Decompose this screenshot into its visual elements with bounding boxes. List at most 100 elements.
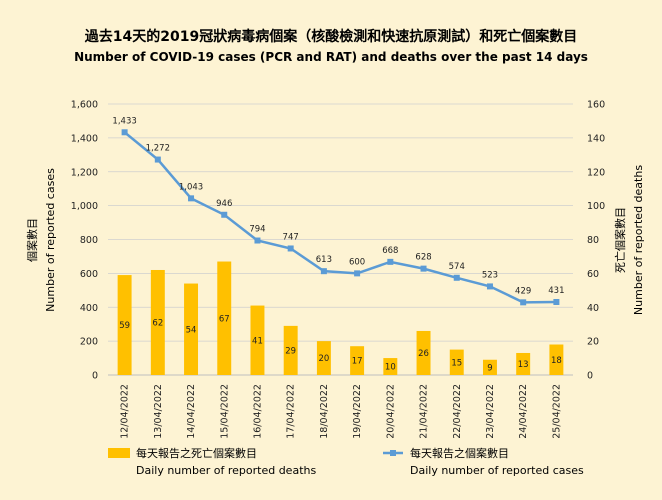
line-point <box>354 270 361 277</box>
y-right-title-chinese: 死亡個案數目 <box>613 207 627 273</box>
y-right-tick-label: 40 <box>587 303 599 314</box>
y-right-title-english: Number of reported deaths <box>632 165 645 315</box>
x-tick-label: 17/04/2022 <box>286 384 297 439</box>
y-right-tick-label: 140 <box>587 133 605 144</box>
bar-data-label: 20 <box>318 354 329 364</box>
line-data-label: 794 <box>249 225 265 235</box>
bar-data-label: 29 <box>285 346 296 356</box>
bar-data-label: 41 <box>252 336 263 346</box>
line-data-label: 668 <box>382 246 398 256</box>
line-point <box>154 156 161 163</box>
y-left-tick-label: 0 <box>92 371 98 382</box>
x-tick-label: 20/04/2022 <box>385 384 396 439</box>
bar-deaths <box>449 349 464 375</box>
y-left-tick-label: 400 <box>80 303 98 314</box>
bar-data-label: 18 <box>551 356 562 366</box>
y-right-tick-label: 20 <box>587 337 599 348</box>
y-left-tick-label: 1,200 <box>71 167 98 178</box>
bar-deaths <box>383 358 398 375</box>
bar-deaths <box>416 330 431 375</box>
line-point <box>453 274 460 281</box>
line-data-label: 600 <box>349 257 365 267</box>
x-tick-label: 18/04/2022 <box>319 384 330 439</box>
bar-deaths <box>549 344 564 375</box>
bar-deaths <box>250 305 265 375</box>
x-tick-label: 23/04/2022 <box>485 384 496 439</box>
legend-bar-swatch <box>108 448 130 458</box>
line-data-label: 747 <box>283 232 299 242</box>
chart-title-english: Number of COVID-19 cases (PCR and RAT) a… <box>74 50 588 64</box>
x-tick-label: 21/04/2022 <box>419 384 430 439</box>
bar-data-label: 62 <box>152 318 163 328</box>
y-right-tick-label: 120 <box>587 167 605 178</box>
line-data-label: 613 <box>316 255 332 265</box>
line-data-label: 1,272 <box>146 144 170 154</box>
bar-deaths <box>217 261 232 375</box>
x-tick-label: 12/04/2022 <box>120 384 131 439</box>
line-point <box>387 258 394 265</box>
bar-deaths <box>184 283 199 375</box>
x-tick-label: 13/04/2022 <box>153 384 164 439</box>
y-left-tick-label: 200 <box>80 337 98 348</box>
y-left-tick-label: 600 <box>80 269 98 280</box>
legend-line-label-chinese: 每天報告之個案數目 <box>410 446 509 460</box>
y-right-tick-label: 60 <box>587 269 599 280</box>
line-point <box>188 195 195 202</box>
x-tick-label: 22/04/2022 <box>452 384 463 439</box>
x-tick-label: 16/04/2022 <box>252 384 263 439</box>
y-right-tick-label: 80 <box>587 235 599 246</box>
bar-data-label: 54 <box>186 325 197 335</box>
line-data-label: 431 <box>548 286 564 296</box>
line-point <box>121 129 128 136</box>
line-data-label: 628 <box>415 253 431 263</box>
bar-deaths <box>117 275 132 375</box>
line-point <box>320 268 327 275</box>
bar-deaths <box>516 352 531 375</box>
line-data-label: 1,433 <box>112 116 136 126</box>
bar-data-label: 59 <box>119 321 130 331</box>
line-point <box>287 245 294 252</box>
x-tick-label: 19/04/2022 <box>352 384 363 439</box>
legend-bar-label-chinese: 每天報告之死亡個案數目 <box>136 446 257 460</box>
x-tick-label: 15/04/2022 <box>219 384 230 439</box>
bar-data-label: 9 <box>487 363 492 373</box>
line-data-label: 946 <box>216 199 232 209</box>
y-left-title-english: Number of reported cases <box>44 168 57 312</box>
line-data-label: 1,043 <box>179 182 203 192</box>
bar-data-label: 10 <box>385 363 396 373</box>
line-point <box>254 237 261 244</box>
legend-line-label-english: Daily number of reported cases <box>410 464 584 477</box>
chart-title-chinese: 過去14天的2019冠狀病毒病個案（核酸檢測和快速抗原測試）和死亡個案數目 <box>84 29 578 45</box>
y-left-title-chinese: 個案數目 <box>25 218 39 262</box>
bar-data-label: 13 <box>518 360 529 370</box>
bar-deaths <box>283 325 298 375</box>
y-right-tick-label: 100 <box>587 201 605 212</box>
line-point <box>553 298 560 305</box>
legend-bar-label-english: Daily number of reported deaths <box>136 464 316 477</box>
y-right-tick-label: 160 <box>587 100 605 111</box>
y-left-tick-label: 800 <box>80 235 98 246</box>
y-left-tick-label: 1,000 <box>71 201 98 212</box>
line-point <box>221 211 228 218</box>
line-point <box>486 283 493 290</box>
x-tick-label: 24/04/2022 <box>518 384 529 439</box>
bar-deaths <box>316 341 331 375</box>
y-right-tick-label: 0 <box>587 371 593 382</box>
line-point <box>520 299 527 306</box>
bar-data-label: 17 <box>352 357 363 367</box>
line-data-label: 574 <box>449 262 465 272</box>
line-data-label: 523 <box>482 270 498 280</box>
y-left-tick-label: 1,400 <box>71 133 98 144</box>
bar-deaths <box>150 269 165 375</box>
legend-line-marker <box>390 450 396 456</box>
bar-data-label: 26 <box>418 349 429 359</box>
bar-deaths <box>482 359 497 375</box>
line-cases <box>123 131 557 304</box>
line-data-label: 429 <box>515 286 531 296</box>
y-left-tick-label: 1,600 <box>71 100 98 111</box>
bar-deaths <box>350 346 365 375</box>
bar-data-label: 67 <box>219 314 230 324</box>
line-point <box>420 265 427 272</box>
